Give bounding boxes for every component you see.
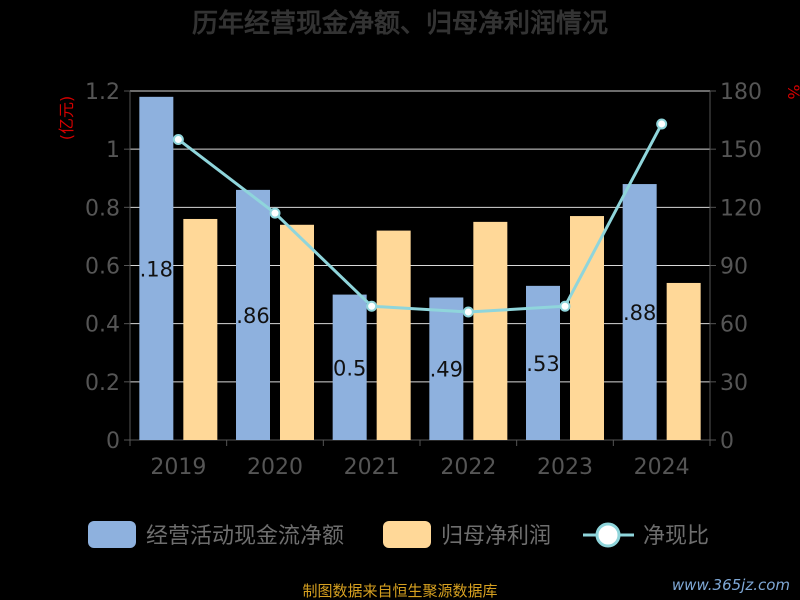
y-left-tick-label: 0.2 [85,371,120,396]
legend: 经营活动现金流净额 归母净利润 净现比 [88,521,709,549]
y-left-unit: (亿元) [57,96,76,141]
bar-cash-flow [526,285,560,440]
legend-label-cash-flow: 经营活动现金流净额 [146,524,344,549]
y-left-tick-label: 0.6 [85,255,120,280]
x-tick-label: 2021 [344,455,400,480]
ratio-line-path [177,123,663,314]
x-tick-label: 2019 [150,455,206,480]
bar-net-profit [473,221,508,440]
ratio-line [172,118,668,318]
bars [139,96,701,441]
x-tick-label: 2023 [537,455,593,480]
y-right-tick-label: 0 [720,429,734,454]
bar-cash-flow [236,189,270,440]
ratio-point [366,300,378,312]
y-left-tick-label: 0 [106,429,120,454]
y-right-tick-label: 30 [720,371,748,396]
x-tick-label: 2022 [440,455,496,480]
bar-cash-flow [139,96,174,441]
bar-cash-flow [332,294,367,440]
y-left-tick-label: 0.4 [85,313,120,338]
y-right-unit: % [784,84,800,99]
y-right-tick-label: 60 [720,313,748,338]
y-left-tick-label: 0.8 [85,196,120,221]
bar-labels: .18 .86 0.5 .49 .53 .88 [140,257,657,381]
x-tick-label: 2024 [634,455,690,480]
bar-net-profit [376,230,411,440]
axes: 0 0 0.2 30 0.4 60 0.6 90 0.8 120 1 150 1.2 180 (亿元)% 20… [57,80,800,480]
legend-swatch-net-profit [383,521,431,548]
ratio-point [462,306,474,318]
bar-net-profit [280,224,314,440]
bar-net-profit [570,216,604,440]
bar-value-label: .88 [623,301,656,325]
legend-swatch-cash-flow [88,521,136,548]
watermark-text: www.365jz.com [672,576,790,594]
y-right-tick-label: 180 [720,80,762,105]
y-left-tick-label: 1 [106,138,120,163]
bar-cash-flow [622,184,657,440]
y-right-tick-label: 150 [720,138,762,163]
bar-value-label: .49 [430,358,463,382]
chart-title: 历年经营现金净额、归母净利润情况 [192,8,608,39]
grid [130,90,710,383]
bar-net-profit [666,282,701,440]
ratio-point [172,133,184,145]
bar-value-label: .18 [140,257,173,281]
legend-label-ratio: 净现比 [643,524,709,549]
bar-cash-flow [429,297,464,440]
ratio-point [269,207,281,219]
y-left-tick-label: 1.2 [85,80,120,105]
bar-value-label: .53 [526,352,559,376]
legend-label-net-profit: 归母净利润 [441,524,551,549]
source-note: 制图数据来自恒生聚源数据库 [302,582,497,600]
ratio-point [656,118,668,130]
y-right-tick-label: 90 [720,255,748,280]
legend-swatch-marker-ratio [595,522,621,548]
bar-value-label: 0.5 [333,356,366,380]
x-tick-label: 2020 [247,455,303,480]
bar-value-label: .86 [236,304,269,328]
y-right-tick-label: 120 [720,196,762,221]
bar-net-profit [183,218,218,440]
ratio-point [559,300,571,312]
